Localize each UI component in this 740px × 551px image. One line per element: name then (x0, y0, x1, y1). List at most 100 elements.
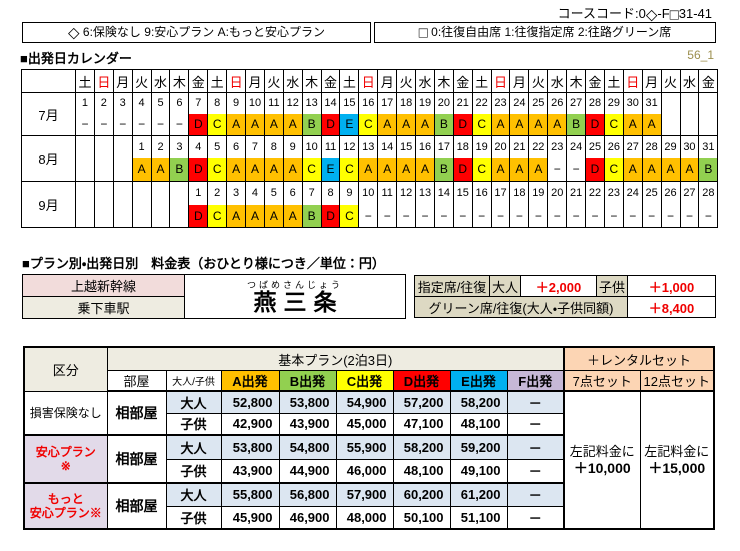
calendar-date: 17 (433, 135, 454, 158)
calendar-date: 2 (150, 135, 171, 158)
plan-label: 安心プラン ※ (23, 434, 108, 484)
calendar-date: 2 (207, 181, 228, 205)
calendar-date: 31 (698, 135, 719, 158)
calendar-plan-code: − (603, 204, 624, 228)
weekday-header: 火 (131, 69, 152, 93)
calendar-date: 5 (207, 135, 228, 158)
weekday-header: 木 (301, 69, 322, 93)
adult-price: 54,800 (278, 434, 337, 460)
calendar-plan-code: A (490, 113, 511, 136)
child-price: 50,100 (392, 505, 451, 530)
calendar-plan-code: − (471, 204, 492, 228)
calendar-date: 19 (415, 92, 435, 114)
calendar-date: 14 (320, 92, 341, 114)
room-header: 部屋 (106, 370, 167, 392)
calendar-plan-code: − (433, 204, 454, 228)
adult-price: － (506, 482, 565, 507)
station-name: 燕三条 (253, 288, 344, 315)
child-row-label: 子供 (165, 458, 222, 484)
room-type: 相部屋 (106, 482, 167, 530)
calendar-date: 28 (641, 135, 662, 158)
calendar-date: 12 (339, 135, 360, 158)
calendar-plan-code: A (263, 157, 284, 182)
calendar-plan-code: D (320, 113, 341, 136)
calendar-plan-code: A (245, 204, 265, 228)
month-label: 7月 (21, 92, 76, 136)
calendar-plan-code: − (396, 204, 417, 228)
adult-price: 55,800 (220, 482, 280, 507)
calendar-plan-code: D (452, 113, 473, 136)
calendar-date: 7 (245, 135, 265, 158)
departure-header: C出発 (335, 370, 394, 392)
adult-row-label: 大人 (165, 390, 222, 414)
calendar-plan-code: D (320, 204, 341, 228)
weekday-header: 月 (245, 69, 265, 93)
calendar-plan-code: C (207, 157, 228, 182)
departure-header: F出発 (506, 370, 565, 392)
weekday-header: 土 (339, 69, 360, 93)
child-price: 43,900 (278, 412, 337, 436)
calendar-date: 8 (263, 135, 284, 158)
child-price: 48,000 (335, 505, 394, 530)
calendar-date: 5 (263, 181, 284, 205)
calendar-plan-code: A (396, 113, 417, 136)
calendar-plan-code: − (490, 204, 511, 228)
calendar-plan-code: − (452, 204, 473, 228)
calendar-date: 20 (490, 135, 511, 158)
empty-day-cell (698, 92, 719, 136)
child-price: 47,100 (392, 412, 451, 436)
calendar-date: 29 (660, 135, 681, 158)
station-line-label: 上越新幹線 (22, 274, 185, 297)
empty-day-cell (131, 181, 152, 228)
calendar-plan-code: − (585, 204, 605, 228)
calendar-plan-code: B (433, 113, 454, 136)
month-label: 9月 (21, 181, 76, 228)
calendar-date: 24 (509, 92, 530, 114)
empty-day-cell (93, 135, 114, 182)
calendar-date: 20 (433, 92, 454, 114)
weekday-header: 土 (603, 69, 624, 93)
calendar-date: 10 (245, 92, 265, 114)
calendar-date: 8 (320, 181, 341, 205)
calendar-plan-code: − (547, 204, 568, 228)
weekday-header: 水 (415, 69, 435, 93)
calendar-date: 13 (415, 181, 435, 205)
set12-header: 12点セット (639, 370, 715, 392)
calendar-plan-code: − (377, 204, 398, 228)
empty-day-cell (75, 181, 95, 228)
calendar-date: 11 (320, 135, 341, 158)
calendar-plan-code: − (75, 113, 95, 136)
calendar-date: 22 (585, 181, 605, 205)
calendar-plan-code: A (396, 157, 417, 182)
calendar-date: 17 (490, 181, 511, 205)
calendar-date: 31 (641, 92, 662, 114)
calendar-date: 25 (585, 135, 605, 158)
weekday-header: 日 (358, 69, 379, 93)
calendar-plan-code: − (660, 204, 681, 228)
calendar-plan-code: − (566, 204, 587, 228)
departure-header: E出発 (449, 370, 508, 392)
adult-row-label: 大人 (165, 482, 222, 507)
calendar-date: 29 (603, 92, 624, 114)
calendar-date: 4 (245, 181, 265, 205)
calendar-date: 18 (452, 135, 473, 158)
calendar-plan-code: C (207, 113, 228, 136)
calendar-plan-code: B (169, 157, 190, 182)
child-row-label: 子供 (165, 412, 222, 436)
adult-price: 61,200 (449, 482, 508, 507)
adult-price: 58,200 (392, 434, 451, 460)
calendar-date: 1 (188, 181, 209, 205)
child-row-label: 子供 (165, 505, 222, 530)
adult-price: 59,200 (449, 434, 508, 460)
calendar-plan-code: E (339, 113, 360, 136)
calendar-plan-code: A (509, 113, 530, 136)
calendar-plan-code: A (226, 157, 247, 182)
calendar-date: 9 (339, 181, 360, 205)
empty-day-cell (112, 135, 133, 182)
child-price: 42,900 (220, 412, 280, 436)
reserved-adult-value: ＋2,000 (520, 275, 597, 297)
calendar-date: 26 (547, 92, 568, 114)
weekday-header: 日 (490, 69, 511, 93)
station-name-cell: つばめさんじょう 燕三条 (184, 274, 406, 319)
calendar-date: 27 (679, 181, 700, 205)
